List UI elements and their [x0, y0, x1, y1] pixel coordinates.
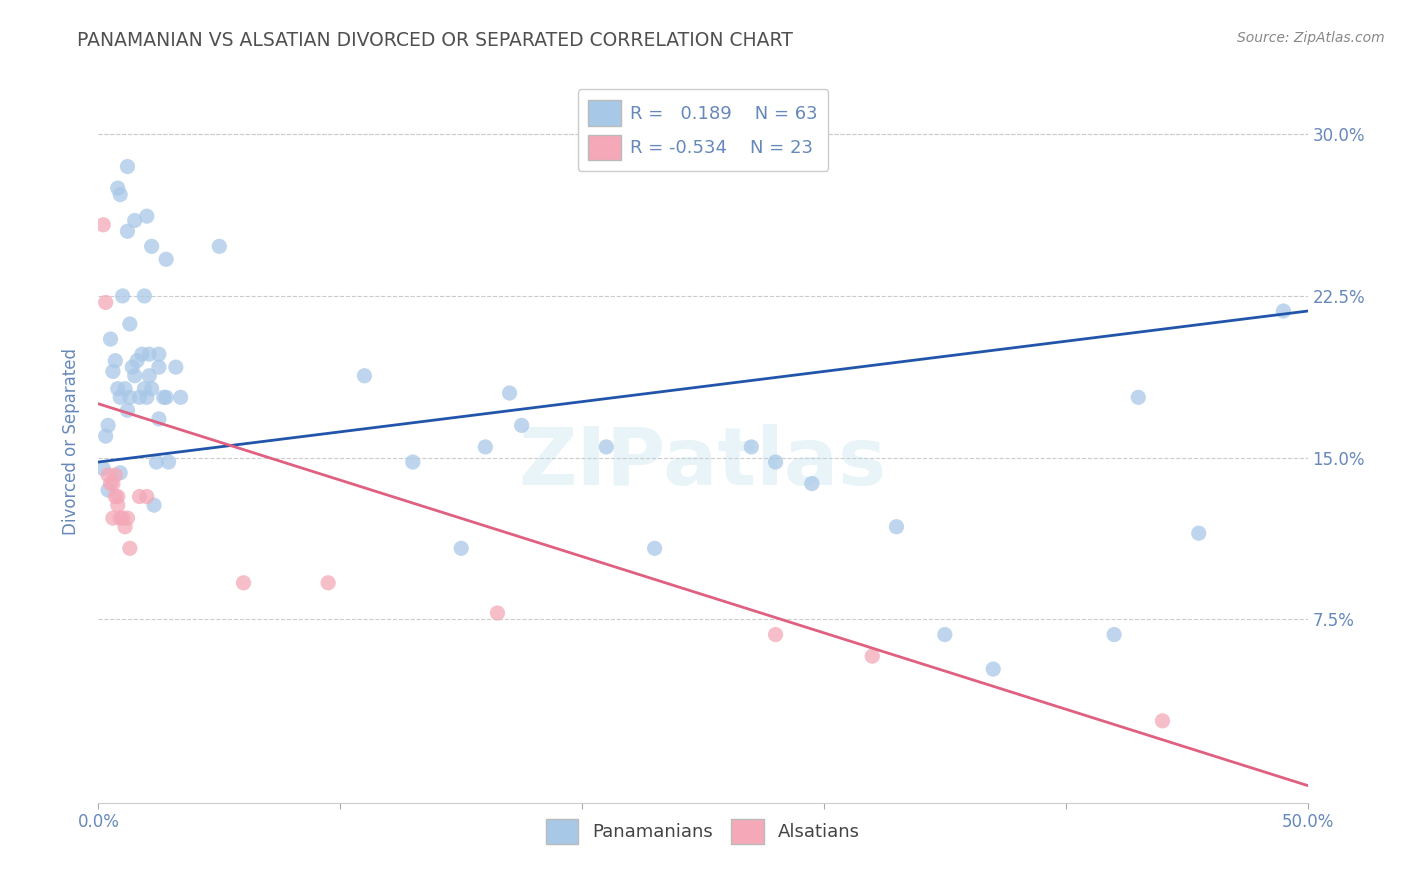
Point [141, 239, 163, 253]
Text: Source: ZipAtlas.com: Source: ZipAtlas.com [1237, 31, 1385, 45]
Point [108, 466, 131, 480]
Point [107, 490, 129, 504]
Point [117, 224, 139, 238]
Point [152, 390, 174, 404]
Point [353, 368, 375, 383]
Point [108, 511, 131, 525]
Point [595, 440, 617, 454]
Point [510, 418, 533, 433]
Point [740, 440, 762, 454]
Text: ZIPatlas: ZIPatlas [519, 425, 887, 502]
Point [100, 476, 122, 491]
Point [124, 368, 146, 383]
Point [138, 347, 160, 361]
Point [118, 317, 141, 331]
Point [800, 476, 823, 491]
Point [143, 498, 166, 512]
Point [886, 520, 908, 534]
Point [169, 390, 191, 404]
Point [1188, 526, 1211, 541]
Point [1272, 304, 1295, 318]
Point [1102, 627, 1125, 641]
Y-axis label: Divorced or Separated: Divorced or Separated [62, 348, 80, 535]
Point [981, 662, 1004, 676]
Point [114, 382, 136, 396]
Point [155, 390, 177, 404]
Point [121, 360, 143, 375]
Point [138, 368, 160, 383]
Point [104, 353, 127, 368]
Point [131, 347, 153, 361]
Point [134, 382, 156, 396]
Point [107, 382, 129, 396]
Point [111, 511, 134, 525]
Point [157, 455, 180, 469]
Point [860, 649, 883, 664]
Point [108, 187, 131, 202]
Point [111, 289, 134, 303]
Point [148, 347, 170, 361]
Point [104, 490, 127, 504]
Point [135, 390, 157, 404]
Point [101, 364, 124, 378]
Point [100, 332, 122, 346]
Point [107, 181, 129, 195]
Point [101, 511, 124, 525]
Point [101, 476, 124, 491]
Point [141, 382, 163, 396]
Point [91, 218, 114, 232]
Point [134, 289, 156, 303]
Point [117, 511, 139, 525]
Point [498, 386, 520, 401]
Point [232, 575, 254, 590]
Text: PANAMANIAN VS ALSATIAN DIVORCED OR SEPARATED CORRELATION CHART: PANAMANIAN VS ALSATIAN DIVORCED OR SEPAR… [77, 31, 793, 50]
Point [135, 490, 157, 504]
Point [486, 606, 509, 620]
Point [108, 390, 131, 404]
Point [118, 541, 141, 556]
Point [644, 541, 666, 556]
Point [474, 440, 496, 454]
Point [118, 390, 141, 404]
Point [97, 467, 120, 482]
Point [104, 467, 127, 482]
Point [117, 160, 139, 174]
Point [155, 252, 177, 267]
Point [165, 360, 187, 375]
Point [97, 483, 120, 497]
Point [148, 412, 170, 426]
Point [450, 541, 472, 556]
Point [97, 418, 120, 433]
Point [135, 209, 157, 223]
Point [1152, 714, 1174, 728]
Point [316, 575, 339, 590]
Point [148, 360, 170, 375]
Point [145, 455, 167, 469]
Point [128, 490, 150, 504]
Point [765, 455, 787, 469]
Point [128, 390, 150, 404]
Legend: Panamanians, Alsatians: Panamanians, Alsatians [538, 812, 868, 852]
Point [402, 455, 425, 469]
Point [765, 627, 787, 641]
Point [117, 403, 139, 417]
Point [94, 295, 117, 310]
Point [934, 627, 956, 641]
Point [114, 520, 136, 534]
Point [107, 498, 129, 512]
Point [91, 461, 114, 475]
Point [208, 239, 231, 253]
Point [1128, 390, 1150, 404]
Point [94, 429, 117, 443]
Point [124, 213, 146, 227]
Point [127, 353, 149, 368]
